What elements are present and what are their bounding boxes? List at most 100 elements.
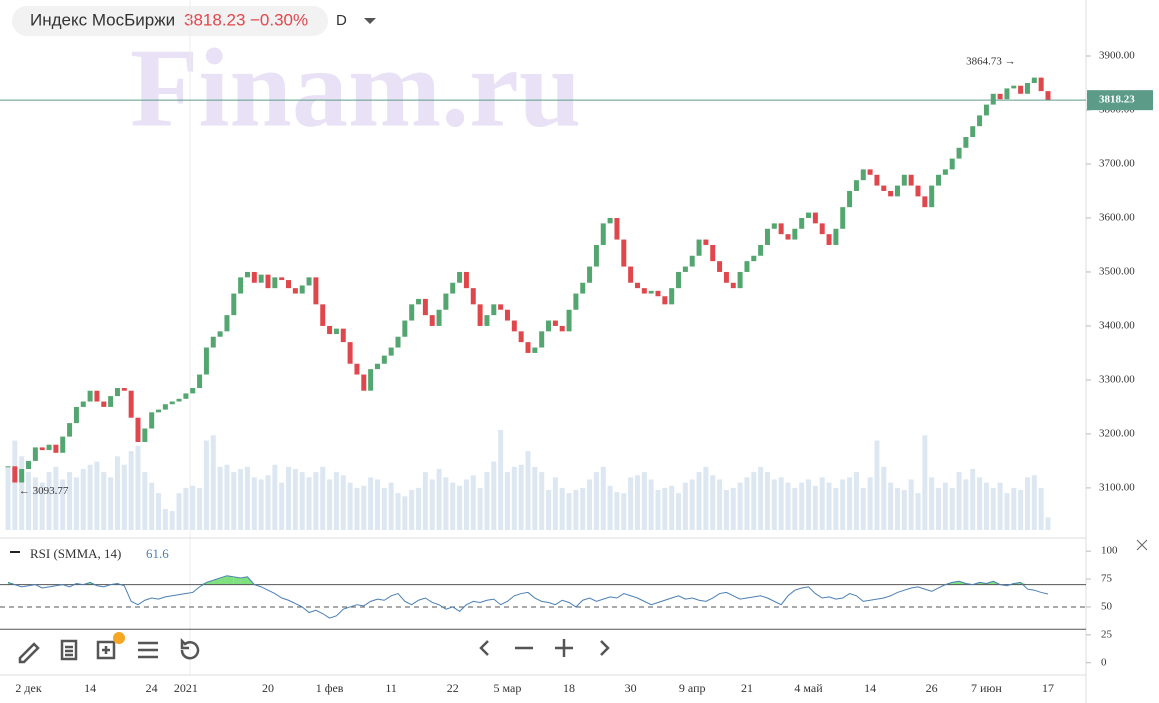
candle xyxy=(292,288,298,294)
candle xyxy=(409,304,415,321)
volume-bar xyxy=(484,472,490,530)
candle xyxy=(942,169,948,175)
x-tick-label: 11 xyxy=(385,681,397,695)
candle xyxy=(114,388,120,397)
volume-bar xyxy=(559,487,565,530)
volume-bar xyxy=(730,487,736,530)
volume-bar xyxy=(101,472,107,530)
close-panel[interactable] xyxy=(1136,539,1148,551)
volume-bar xyxy=(634,475,640,530)
add-indicator[interactable] xyxy=(96,640,116,660)
instrument-name: Индекс МосБиржи xyxy=(30,10,175,29)
volume-bar xyxy=(197,487,203,530)
interval[interactable]: D xyxy=(336,12,347,29)
candle xyxy=(662,296,668,305)
candle xyxy=(176,398,182,402)
volume-bar xyxy=(402,496,408,530)
candle xyxy=(135,417,141,443)
volume-bar xyxy=(87,464,93,530)
list-tool[interactable] xyxy=(60,639,78,661)
candle xyxy=(238,277,244,294)
candle xyxy=(936,174,942,186)
volume-bar xyxy=(607,485,613,530)
reset[interactable] xyxy=(180,637,200,660)
candle xyxy=(806,212,812,218)
candle xyxy=(436,309,442,326)
candle xyxy=(710,244,716,262)
scroll-left[interactable] xyxy=(479,640,489,656)
candle xyxy=(751,255,757,262)
draw-tool[interactable] xyxy=(18,642,40,664)
volume-bar xyxy=(799,482,805,530)
candle xyxy=(450,282,456,294)
volume-bar xyxy=(67,472,73,530)
candle xyxy=(669,288,675,305)
volume-bar xyxy=(26,472,32,530)
candle xyxy=(676,271,682,289)
candle xyxy=(641,288,647,294)
candle xyxy=(847,190,853,208)
interval-dropdown[interactable] xyxy=(364,18,376,24)
candle xyxy=(559,325,565,332)
volume-bar xyxy=(231,472,237,530)
volume-bar xyxy=(901,490,907,530)
volume-bar xyxy=(299,472,305,530)
candle xyxy=(723,271,729,283)
volume-bar xyxy=(744,477,750,530)
volume-bar xyxy=(450,482,456,530)
candle xyxy=(860,169,866,181)
volume-bar xyxy=(265,475,271,530)
candle xyxy=(764,228,770,245)
y-tick-label: 0 xyxy=(1101,656,1107,668)
volume-bar xyxy=(593,472,599,530)
y-tick-label: 50 xyxy=(1101,600,1113,612)
volume-bar xyxy=(327,479,333,530)
volume-bar xyxy=(156,493,162,530)
candle xyxy=(39,447,45,451)
candle xyxy=(1038,77,1044,92)
candle xyxy=(792,228,798,240)
candle xyxy=(901,174,907,186)
rsi-line xyxy=(7,575,1049,619)
volume-bar xyxy=(764,472,770,530)
candle xyxy=(306,277,312,286)
candle xyxy=(648,290,654,294)
settings[interactable] xyxy=(138,641,158,659)
candle xyxy=(422,298,428,316)
candle xyxy=(19,468,25,483)
candle xyxy=(826,234,832,245)
volume-bar xyxy=(771,479,777,530)
candle xyxy=(717,261,723,272)
x-tick-label: 7 июн xyxy=(971,681,1002,695)
scroll-right[interactable] xyxy=(600,640,610,656)
badge xyxy=(113,632,125,644)
volume-bar xyxy=(525,451,531,530)
price-label: 3818.23 xyxy=(1099,94,1135,106)
x-tick-label: 22 xyxy=(447,681,459,695)
candle xyxy=(881,185,887,191)
volume-bar xyxy=(73,477,79,530)
candle xyxy=(5,466,11,468)
candle xyxy=(888,190,894,197)
volume-bar xyxy=(292,468,298,530)
volume-bar xyxy=(881,466,887,530)
volume-bar xyxy=(511,466,517,530)
candle xyxy=(299,285,305,294)
candle xyxy=(983,104,989,116)
volume-bar xyxy=(46,472,52,530)
volume-bar xyxy=(573,490,579,530)
candle xyxy=(484,315,490,326)
volume-bar xyxy=(176,493,182,530)
candle xyxy=(121,388,127,391)
volume-bar xyxy=(915,493,921,530)
volume-bar xyxy=(888,482,894,530)
volume-bar xyxy=(313,472,319,530)
zoom-in[interactable] xyxy=(555,639,573,657)
y-tick-label: 3600.00 xyxy=(1099,211,1135,223)
volume-bar xyxy=(648,479,654,530)
candle xyxy=(320,304,326,326)
volume-bar xyxy=(169,511,175,530)
candle xyxy=(518,331,524,343)
candle xyxy=(374,363,380,370)
candle xyxy=(53,444,59,453)
